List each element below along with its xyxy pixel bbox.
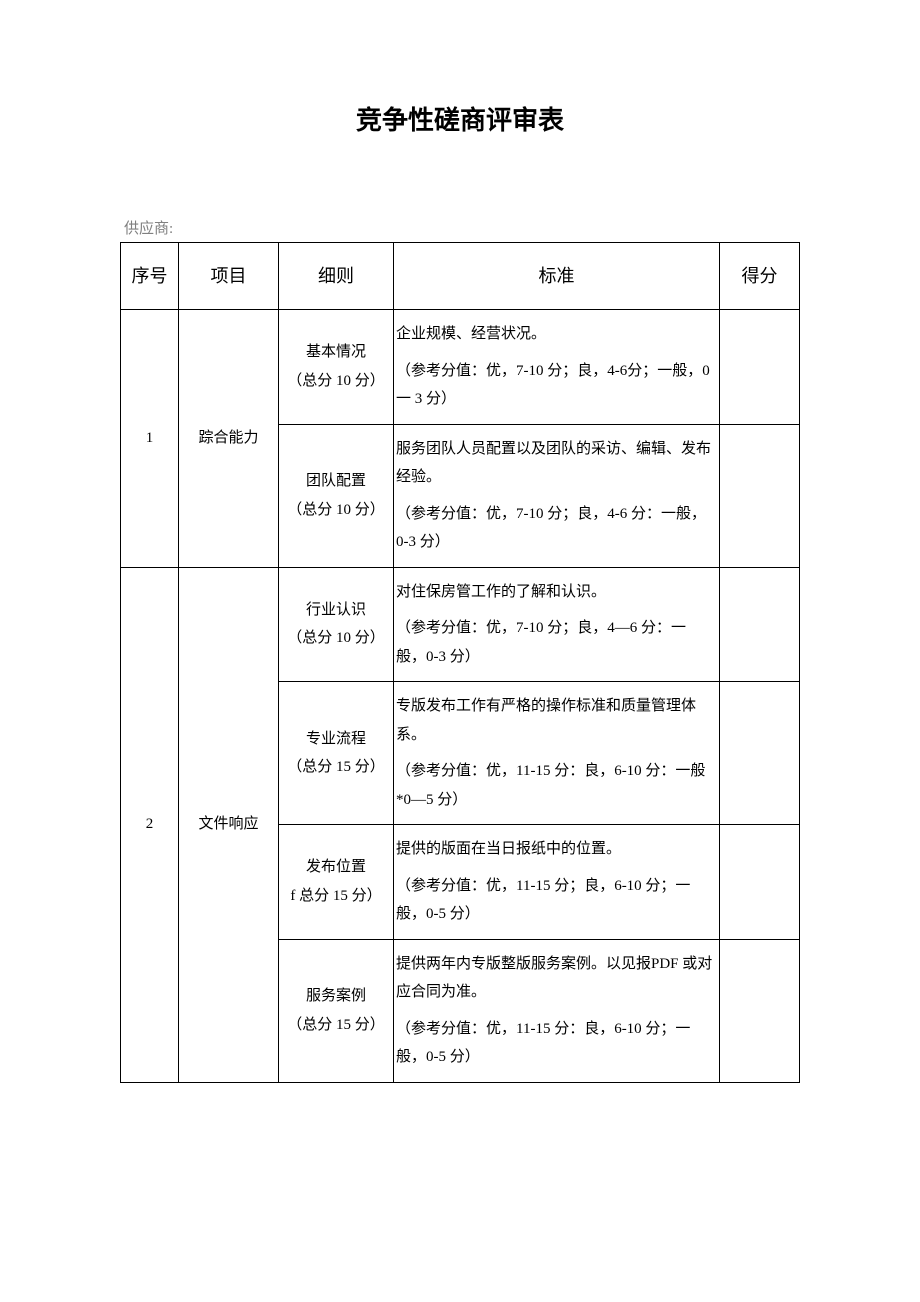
std-line1: 提供的版面在当日报纸中的位置。 [396,835,715,864]
std-line2: （参考分值：优，7-10 分；良，4-6分；一般，0 一 3 分） [396,357,715,414]
table-header-row: 序号 项目 细则 标准 得分 [121,243,800,310]
standard-cell: 企业规模、经营状况。 （参考分值：优，7-10 分；良，4-6分；一般，0 一 … [394,310,720,425]
table-row: 2 文件响应 行业认识 （总分 10 分） 对住保房管工作的了解和认识。 （参考… [121,567,800,682]
std-line1: 提供两年内专版整版服务案例。以见报PDF 或对应合同为准。 [396,950,715,1007]
seq-cell: 1 [121,310,179,568]
std-line2: （参考分值：优，7-10 分；良，4-6 分：一般，0-3 分） [396,500,715,557]
project-cell: 踪合能力 [179,310,279,568]
detail-line2: （总分 10 分） [285,624,387,653]
project-cell: 文件响应 [179,567,279,1082]
evaluation-table: 序号 项目 细则 标准 得分 1 踪合能力 基本情况 （总分 10 分） 企业规… [120,242,800,1083]
std-line1: 企业规模、经营状况。 [396,320,715,349]
std-line1: 对住保房管工作的了解和认识。 [396,578,715,607]
detail-line2: （总分 10 分） [285,496,387,525]
detail-line1: 行业认识 [285,596,387,625]
standard-cell: 提供两年内专版整版服务案例。以见报PDF 或对应合同为准。 （参考分值：优，11… [394,939,720,1082]
detail-line2: （总分 10 分） [285,367,387,396]
supplier-label: 供应商: [124,217,800,238]
detail-line1: 基本情况 [285,338,387,367]
standard-cell: 服务团队人员配置以及团队的采访、编辑、发布经验。 （参考分值：优，7-10 分；… [394,424,720,567]
table-row: 1 踪合能力 基本情况 （总分 10 分） 企业规模、经营状况。 （参考分值：优… [121,310,800,425]
standard-cell: 专版发布工作有严格的操作标准和质量管理体系。 （参考分值：优，11-15 分：良… [394,682,720,825]
detail-line1: 团队配置 [285,467,387,496]
detail-cell: 团队配置 （总分 10 分） [279,424,394,567]
std-line2: （参考分值：优，11-15 分；良，6-10 分；一般，0-5 分） [396,872,715,929]
detail-cell: 行业认识 （总分 10 分） [279,567,394,682]
std-line1: 服务团队人员配置以及团队的采访、编辑、发布经验。 [396,435,715,492]
detail-line1: 专业流程 [285,725,387,754]
score-cell[interactable] [720,424,800,567]
detail-line1: 发布位置 [285,853,387,882]
header-standard: 标准 [394,243,720,310]
seq-cell: 2 [121,567,179,1082]
detail-line1: 服务案例 [285,982,387,1011]
header-seq: 序号 [121,243,179,310]
std-line1: 专版发布工作有严格的操作标准和质量管理体系。 [396,692,715,749]
detail-cell: 专业流程 （总分 15 分） [279,682,394,825]
detail-line2: （总分 15 分） [285,1011,387,1040]
detail-cell: 基本情况 （总分 10 分） [279,310,394,425]
score-cell[interactable] [720,825,800,940]
std-line2: （参考分值：优，7-10 分；良，4—6 分：一般，0-3 分） [396,614,715,671]
detail-cell: 发布位置 f 总分 15 分） [279,825,394,940]
standard-cell: 提供的版面在当日报纸中的位置。 （参考分值：优，11-15 分；良，6-10 分… [394,825,720,940]
header-detail: 细则 [279,243,394,310]
detail-line2: f 总分 15 分） [285,882,387,911]
detail-line2: （总分 15 分） [285,753,387,782]
standard-cell: 对住保房管工作的了解和认识。 （参考分值：优，7-10 分；良，4—6 分：一般… [394,567,720,682]
std-line2: （参考分值：优，11-15 分：良，6-10 分；一般，0-5 分） [396,1015,715,1072]
detail-cell: 服务案例 （总分 15 分） [279,939,394,1082]
header-score: 得分 [720,243,800,310]
score-cell[interactable] [720,310,800,425]
header-project: 项目 [179,243,279,310]
std-line2: （参考分值：优，11-15 分：良，6-10 分：一般*0—5 分） [396,757,715,814]
score-cell[interactable] [720,939,800,1082]
score-cell[interactable] [720,682,800,825]
page-title: 竞争性磋商评审表 [120,100,800,137]
score-cell[interactable] [720,567,800,682]
